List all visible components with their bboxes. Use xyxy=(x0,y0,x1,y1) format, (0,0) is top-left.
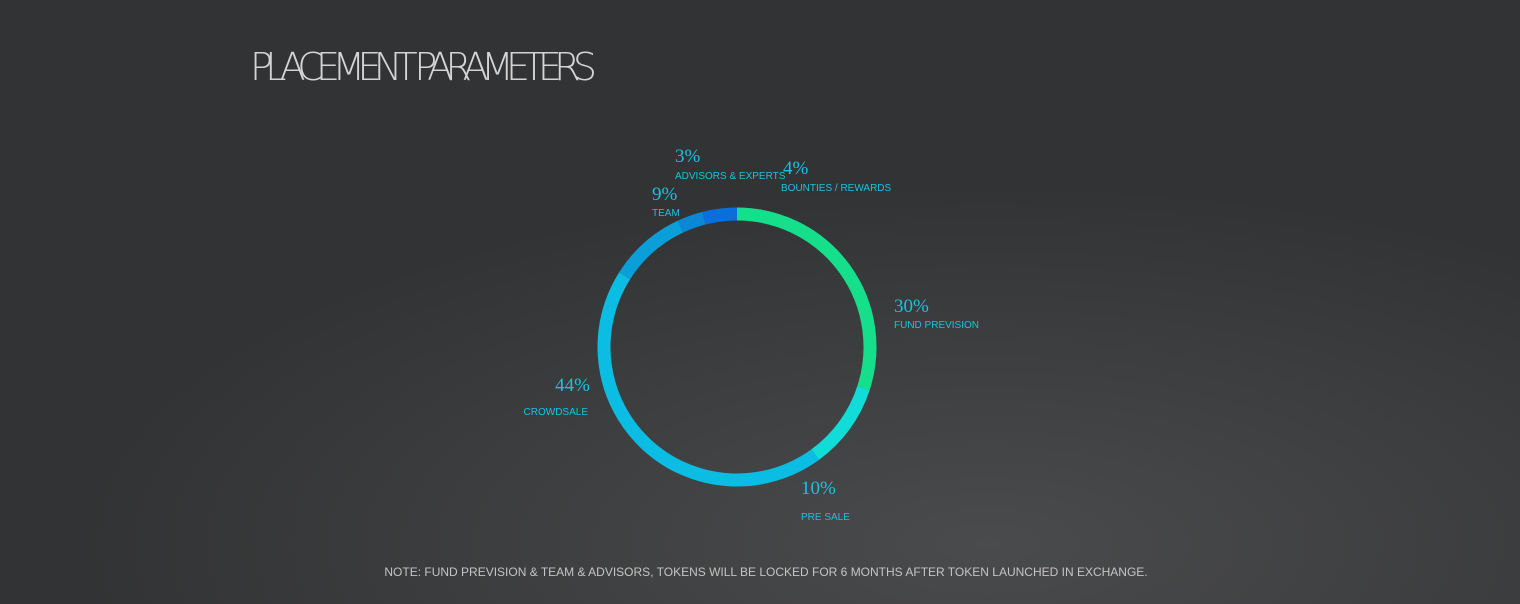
segment-name: FUND PREVISION xyxy=(894,320,979,331)
segment-percent: 3% xyxy=(675,146,701,167)
segment-percent: 44% xyxy=(555,375,590,396)
segment-name: CROWDSALE xyxy=(524,407,589,418)
footnote: NOTE: FUND PREVISION & TEAM & ADVISORS, … xyxy=(384,565,1147,579)
donut-segment xyxy=(597,272,819,487)
segment-name: ADVISORS & EXPERTS xyxy=(675,171,786,182)
segment-percent: 30% xyxy=(894,296,929,317)
segment-percent: 10% xyxy=(801,478,836,499)
segment-percent: 9% xyxy=(652,184,678,205)
segment-name: PRE SALE xyxy=(801,512,850,523)
donut-segment xyxy=(619,220,684,280)
section-title: PLACEMENT PARAMETERS xyxy=(250,45,596,89)
segment-name: BOUNTIES / REWARDS xyxy=(781,183,892,194)
segment-percent: 4% xyxy=(783,158,809,179)
segment-name: TEAM xyxy=(652,208,680,219)
donut-segment xyxy=(811,385,870,460)
donut-segment xyxy=(702,207,738,225)
donut-segment xyxy=(736,207,877,391)
donut-segment xyxy=(677,211,706,233)
